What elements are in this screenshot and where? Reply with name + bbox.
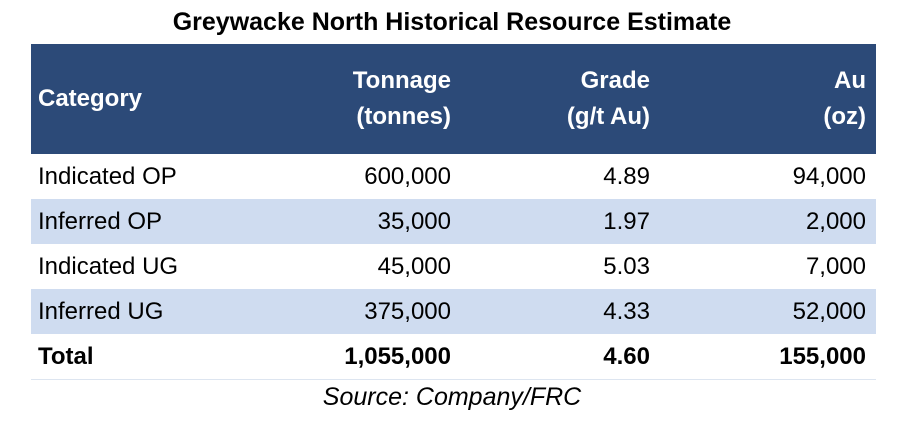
total-row: Total 1,055,000 4.60 155,000	[31, 334, 876, 380]
header-au: Au (oz)	[660, 44, 876, 154]
table-title: Greywacke North Historical Resource Esti…	[172, 8, 732, 36]
table-row: Inferred UG 375,000 4.33 52,000	[31, 289, 876, 334]
header-grade: Grade (g/t Au)	[461, 44, 660, 154]
cell-tonnage: 45,000	[377, 252, 451, 280]
total-tonnage: 1,055,000	[255, 334, 461, 380]
header-tonnage-line1: Tonnage	[352, 67, 451, 94]
cell-category: Indicated UG	[38, 252, 179, 280]
cell-au: 94,000	[792, 162, 866, 190]
header-category: Category	[38, 85, 143, 112]
resource-estimate-table: Category Tonnage (tonnes) Grade (g/t Au)…	[31, 44, 876, 380]
table-row: Inferred OP 35,000 1.97 2,000	[31, 199, 876, 244]
cell-category: Inferred UG	[38, 297, 164, 325]
header-tonnage-line2: (tonnes)	[356, 103, 451, 130]
table-row: Indicated OP 600,000 4.89 94,000	[31, 154, 876, 199]
header-grade-line1: Grade	[580, 67, 650, 94]
cell-tonnage: 375,000	[364, 297, 451, 325]
cell-tonnage: 600,000	[364, 162, 451, 190]
header-au-line1: Au	[834, 67, 866, 94]
cell-au: 2,000	[805, 207, 866, 235]
cell-au: 7,000	[805, 252, 866, 280]
cell-category: Inferred OP	[38, 207, 163, 235]
cell-grade: 5.03	[603, 252, 650, 280]
table-row: Indicated UG 45,000 5.03 7,000	[31, 244, 876, 289]
header-au-line2: (oz)	[823, 103, 866, 130]
cell-grade: 4.33	[603, 297, 650, 325]
cell-category: Indicated OP	[38, 162, 177, 190]
cell-tonnage: 35,000	[377, 207, 451, 235]
source-note: Source: Company/FRC	[322, 383, 582, 411]
cell-grade: 4.89	[603, 162, 650, 190]
total-au: 155,000	[660, 334, 876, 380]
header-tonnage: Tonnage (tonnes)	[255, 44, 461, 154]
total-category: Total	[31, 334, 255, 380]
cell-au: 52,000	[792, 297, 866, 325]
header-grade-line2: (g/t Au)	[566, 103, 650, 130]
cell-grade: 1.97	[603, 207, 650, 235]
header-row: Category Tonnage (tonnes) Grade (g/t Au)…	[31, 44, 876, 154]
total-grade: 4.60	[461, 334, 660, 380]
